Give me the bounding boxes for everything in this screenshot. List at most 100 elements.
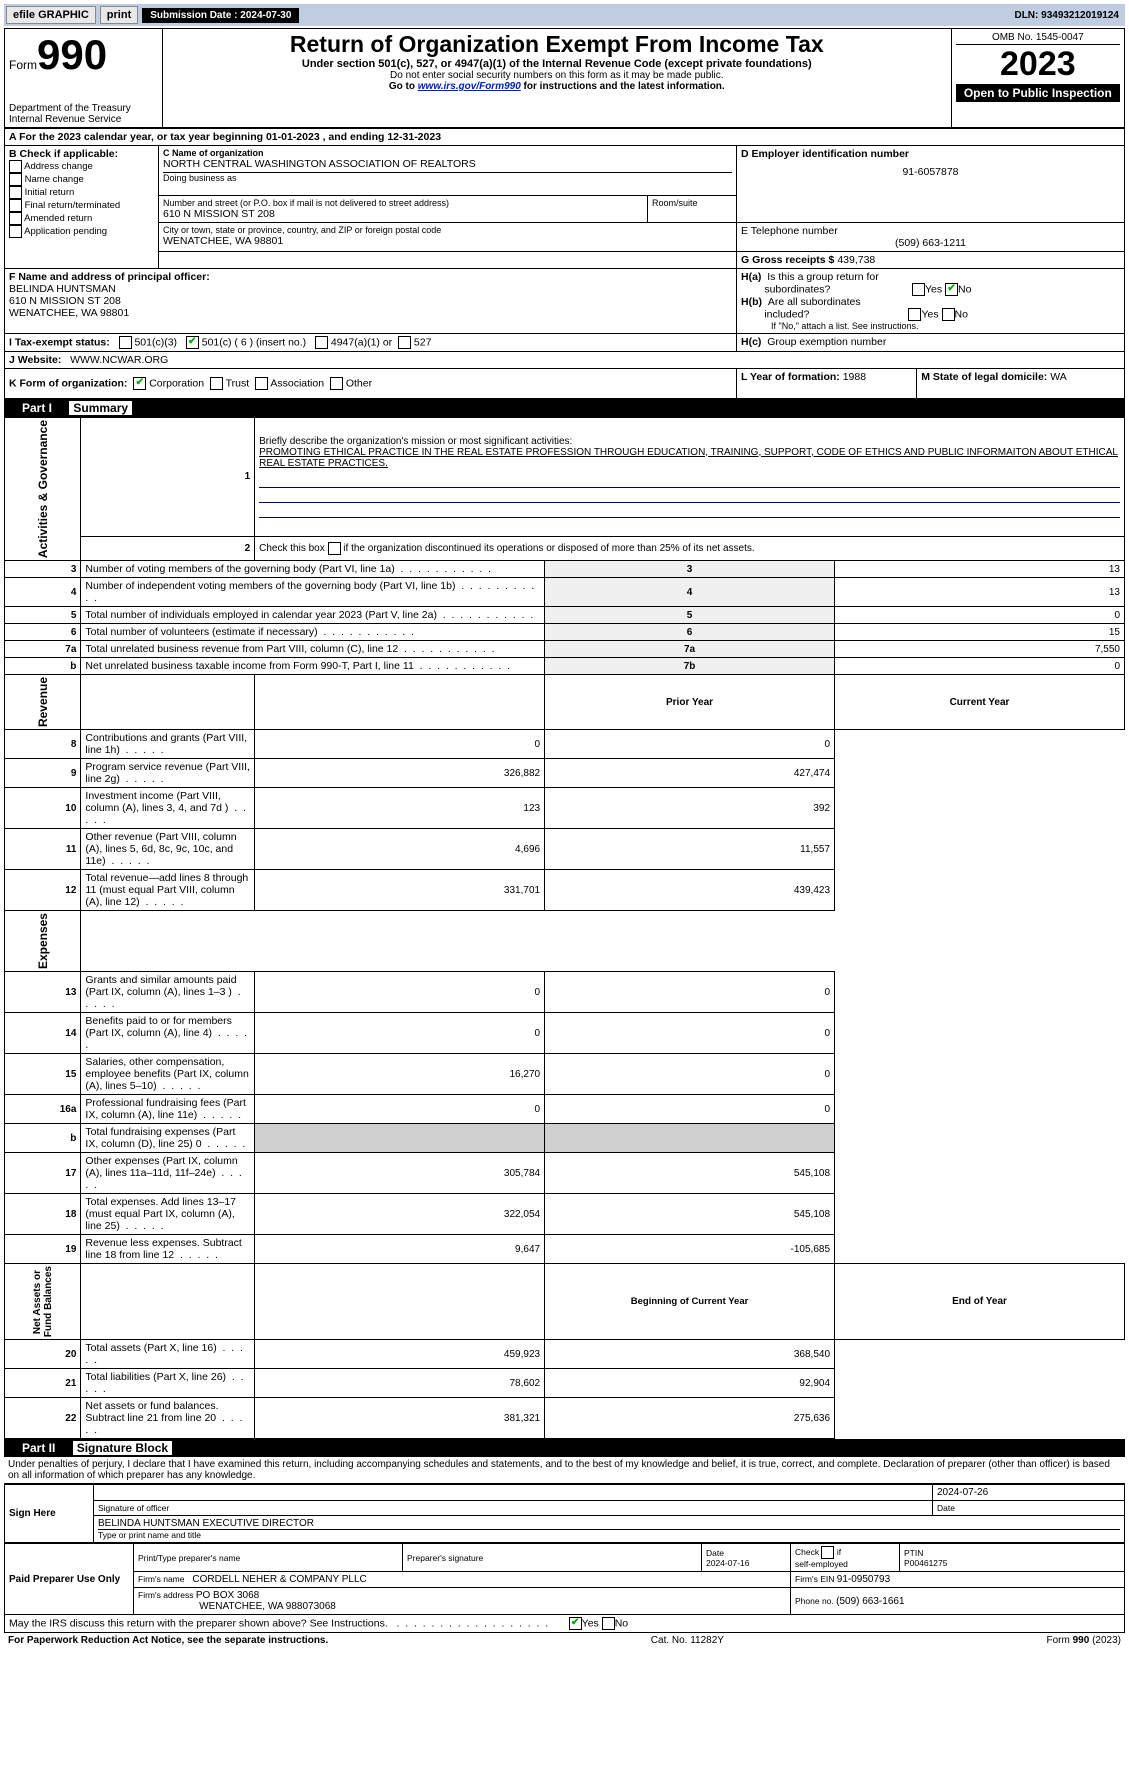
line-val: 7,550 xyxy=(835,641,1125,658)
self-emp-cb[interactable] xyxy=(821,1546,834,1559)
line-desc: Professional fundraising fees (Part IX, … xyxy=(81,1095,255,1124)
line-desc: Number of independent voting members of … xyxy=(81,578,545,607)
current-val: 545,108 xyxy=(545,1194,835,1235)
preparer-table: Paid Preparer Use Only Print/Type prepar… xyxy=(4,1543,1125,1615)
line-desc: Benefits paid to or for members (Part IX… xyxy=(81,1013,255,1054)
line-num: 4 xyxy=(5,578,81,607)
boxb-cb[interactable] xyxy=(9,173,22,186)
current-val: 392 xyxy=(545,788,835,829)
line-num: 3 xyxy=(5,561,81,578)
officer-name: BELINDA HUNTSMAN xyxy=(9,283,116,295)
line-num: 16a xyxy=(5,1095,81,1124)
room-label: Room/suite xyxy=(648,196,737,223)
4947-cb[interactable] xyxy=(315,336,328,349)
tax-status-label: I Tax-exempt status: xyxy=(9,336,110,348)
line-num: 22 xyxy=(5,1398,81,1439)
prior-val: 322,054 xyxy=(255,1194,545,1235)
footer-right: Form 990 (2023) xyxy=(1047,1635,1121,1646)
firm-ein-label: Firm's EIN xyxy=(795,1574,837,1584)
current-val xyxy=(545,1124,835,1153)
line-num: 11 xyxy=(5,829,81,870)
prior-val: 381,321 xyxy=(255,1398,545,1439)
line-desc: Net assets or fund balances. Subtract li… xyxy=(81,1398,255,1439)
line-num: b xyxy=(5,1124,81,1153)
dln: DLN: 93493212019124 xyxy=(1014,10,1123,21)
boxb-cb[interactable] xyxy=(9,186,22,199)
sign-here-label: Sign Here xyxy=(5,1485,94,1543)
efile-btn[interactable]: efile GRAPHIC xyxy=(6,6,96,24)
sign-date: 2024-07-26 xyxy=(933,1485,1125,1501)
line-num: 18 xyxy=(5,1194,81,1235)
col-prior: Prior Year xyxy=(545,675,835,730)
hb-yes-cb[interactable] xyxy=(908,308,921,321)
ha-no-cb[interactable]: ✔ xyxy=(945,283,958,296)
527-cb[interactable] xyxy=(398,336,411,349)
box-b-label: B Check if applicable: xyxy=(9,148,154,160)
line2: Check this box if the organization disco… xyxy=(255,536,1125,561)
discuss-no-cb[interactable] xyxy=(602,1617,615,1630)
boxb-cb[interactable] xyxy=(9,212,22,225)
ha-yes-cb[interactable] xyxy=(912,283,925,296)
line-desc: Salaries, other compensation, employee b… xyxy=(81,1054,255,1095)
other-cb[interactable] xyxy=(330,377,343,390)
mission-text: PROMOTING ETHICAL PRACTICE IN THE REAL E… xyxy=(259,447,1118,469)
line-idx: 7a xyxy=(545,641,835,658)
boxb-cb[interactable] xyxy=(9,160,22,173)
goto-pre: Go to xyxy=(389,81,418,92)
opt-corp: Corporation xyxy=(149,377,204,389)
footer-left: For Paperwork Reduction Act Notice, see … xyxy=(8,1635,328,1646)
opt-assoc: Association xyxy=(270,377,324,389)
prior-val: 0 xyxy=(255,972,545,1013)
line2-cb[interactable] xyxy=(328,542,341,555)
line-val: 0 xyxy=(835,658,1125,675)
line-desc: Program service revenue (Part VIII, line… xyxy=(81,759,255,788)
assoc-cb[interactable] xyxy=(255,377,268,390)
firm-addr2: WENATCHEE, WA 988073068 xyxy=(199,1601,336,1612)
prior-val: 459,923 xyxy=(255,1340,545,1369)
line-desc: Total liabilities (Part X, line 26) . . … xyxy=(81,1369,255,1398)
501c-cb[interactable]: ✔ xyxy=(186,336,199,349)
gross-value: 439,738 xyxy=(837,254,875,266)
line-desc: Other revenue (Part VIII, column (A), li… xyxy=(81,829,255,870)
irs-link[interactable]: www.irs.gov/Form990 xyxy=(418,81,521,92)
sign-table: Sign Here 2024-07-26 Signature of office… xyxy=(4,1484,1125,1543)
print-btn[interactable]: print xyxy=(100,6,138,24)
website-value: WWW.NCWAR.ORG xyxy=(70,354,168,366)
form-number: 990 xyxy=(37,31,107,78)
phone-label: E Telephone number xyxy=(741,225,1120,237)
hb-no-cb[interactable] xyxy=(942,308,955,321)
trust-cb[interactable] xyxy=(210,377,223,390)
phone-value: (509) 663-1211 xyxy=(741,237,1120,249)
boxb-item: Final return/terminated xyxy=(9,199,154,212)
year-form-label: L Year of formation: xyxy=(741,371,843,383)
line-val: 13 xyxy=(835,578,1125,607)
line-num: 5 xyxy=(5,607,81,624)
prior-val: 16,270 xyxy=(255,1054,545,1095)
boxb-cb[interactable] xyxy=(9,199,22,212)
boxb-item: Name change xyxy=(9,173,154,186)
line-desc: Total number of individuals employed in … xyxy=(81,607,545,624)
current-val: 368,540 xyxy=(545,1340,835,1369)
omb-number: OMB No. 1545-0047 xyxy=(956,31,1120,45)
part2-header: Part II Signature Block xyxy=(4,1439,1125,1457)
officer-addr: 610 N MISSION ST 208 xyxy=(9,295,121,307)
side-label-ag: Activities & Governance xyxy=(5,418,81,561)
part1-header: Part I Summary xyxy=(4,399,1125,417)
prior-val: 326,882 xyxy=(255,759,545,788)
ha-line: H(a) Is this a group return for subordin… xyxy=(741,271,1120,296)
part2-label: Part II xyxy=(12,1441,65,1455)
side-label-net: Net Assets orFund Balances xyxy=(5,1264,81,1340)
hc-line: H(c) Group exemption number xyxy=(737,334,1125,352)
id-section: A For the 2023 calendar year, or tax yea… xyxy=(4,128,1125,399)
opt-trust: Trust xyxy=(226,377,250,389)
boxb-cb[interactable] xyxy=(9,225,22,238)
line-num: 9 xyxy=(5,759,81,788)
city-label: City or town, state or province, country… xyxy=(163,225,732,235)
current-val: 275,636 xyxy=(545,1398,835,1439)
discuss-yes-cb[interactable]: ✔ xyxy=(569,1617,582,1630)
boxb-item: Amended return xyxy=(9,212,154,225)
501c3-cb[interactable] xyxy=(119,336,132,349)
corp-cb[interactable]: ✔ xyxy=(133,377,146,390)
line-desc: Total revenue—add lines 8 through 11 (mu… xyxy=(81,870,255,911)
col-current: Current Year xyxy=(835,675,1125,730)
